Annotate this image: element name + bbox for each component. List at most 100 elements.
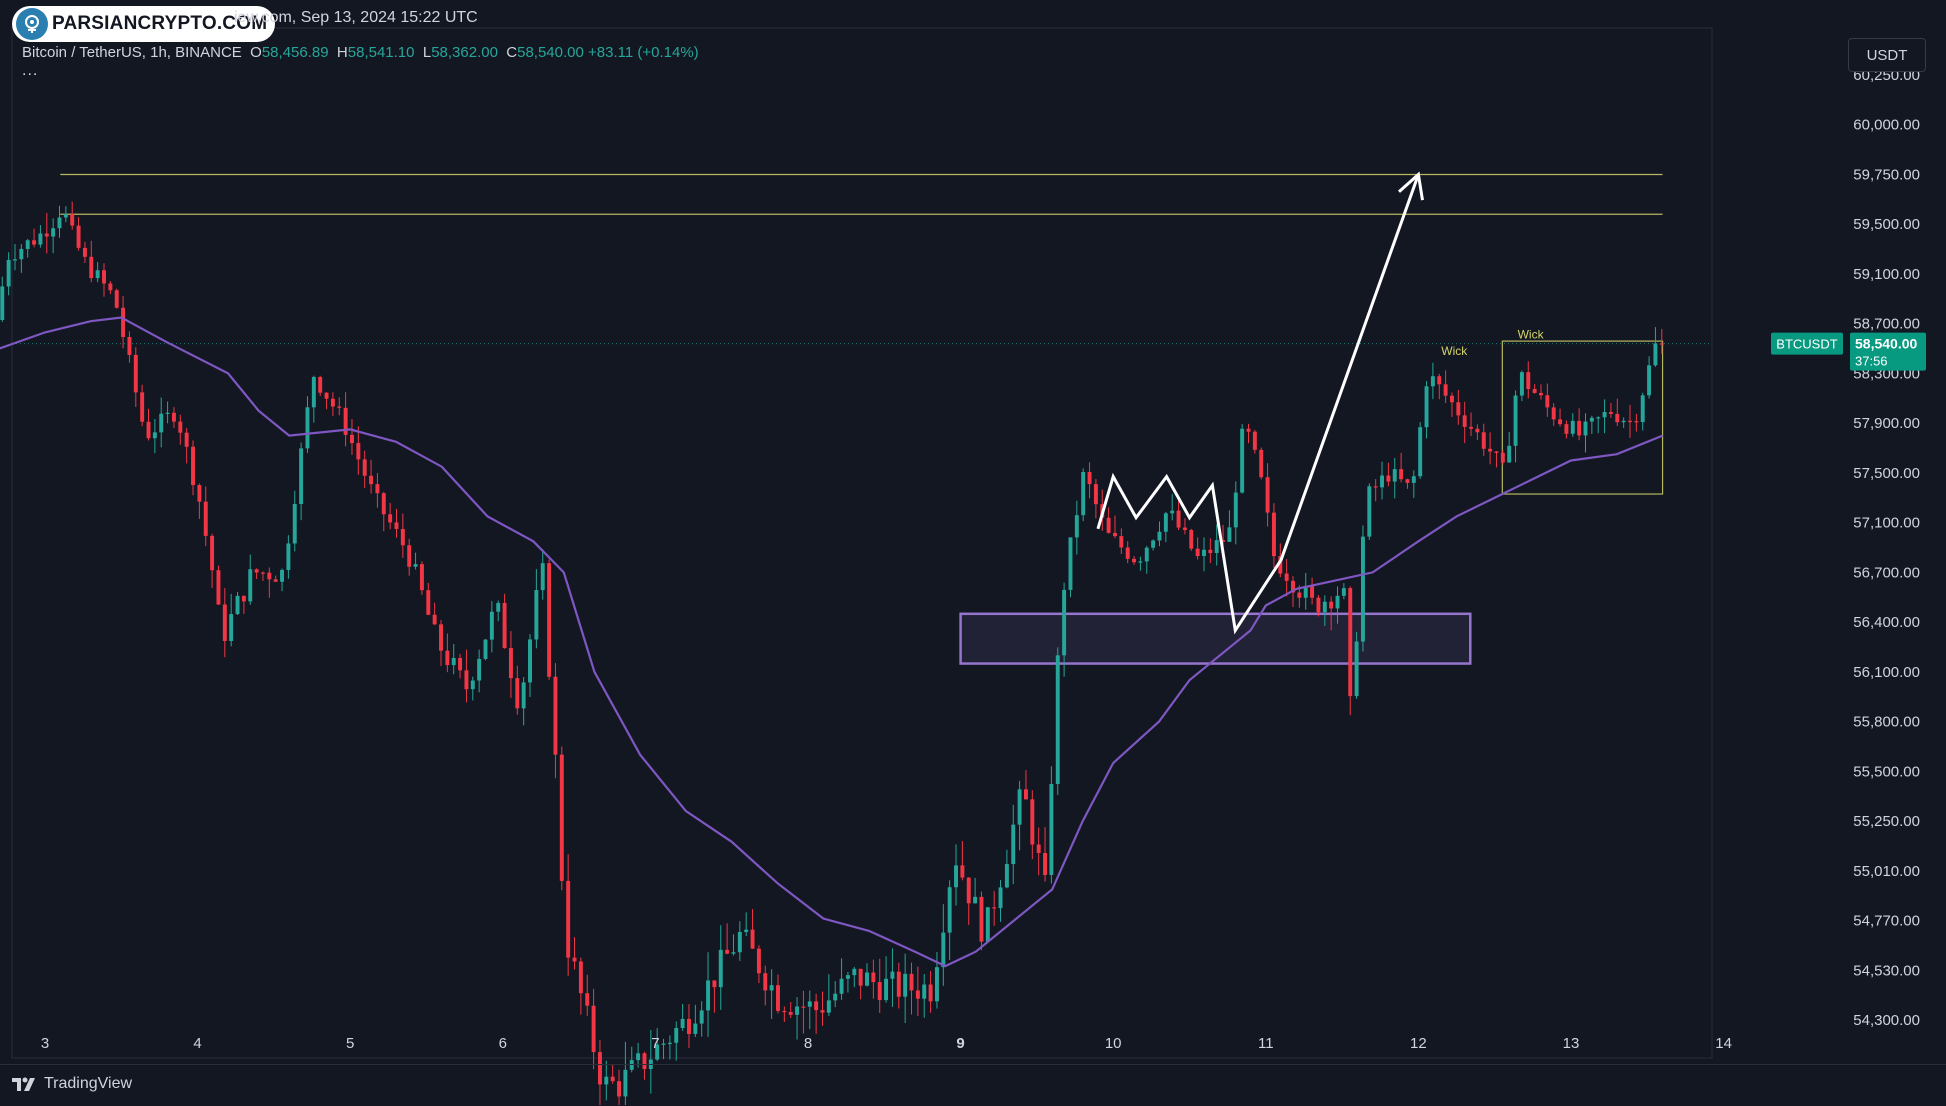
range-box [1501, 340, 1664, 495]
candle-up [311, 376, 316, 408]
candle-up [769, 985, 774, 991]
candle-down [547, 563, 552, 677]
candle-down [330, 398, 335, 407]
candle-down [82, 247, 87, 257]
candle-up [1151, 540, 1156, 548]
candle-up [248, 569, 253, 602]
candle-up [636, 1053, 641, 1061]
candle-down [788, 1011, 793, 1015]
candle-up [941, 932, 946, 968]
candle-up [534, 590, 539, 640]
candle-down [610, 1076, 615, 1082]
candle-down [1475, 428, 1480, 433]
candle-up [706, 980, 711, 1011]
chart-header: PARSIANCRYPTO.COM iew.com, Sep 13, 2024 … [0, 0, 1946, 42]
candle-up [1647, 365, 1652, 396]
more-options-icon[interactable]: ... [22, 62, 39, 79]
currency-button[interactable]: USDT [1848, 38, 1926, 72]
moving-average-line [0, 316, 1664, 968]
y-tick-label: 55,250.00 [1853, 813, 1920, 830]
candle-up [1055, 655, 1060, 785]
candle-up [6, 259, 11, 287]
candle-down [1221, 540, 1226, 542]
y-tick-label: 56,100.00 [1853, 664, 1920, 681]
tradingview-logo[interactable]: TradingView [12, 1075, 132, 1093]
candle-down [896, 971, 901, 997]
candle-up [985, 907, 990, 942]
x-tick-label: 10 [1105, 1035, 1122, 1052]
candle-down [70, 214, 75, 226]
candle-down [585, 993, 590, 1006]
x-tick-label: 3 [41, 1035, 49, 1052]
candle-down [1125, 547, 1130, 559]
candle-down [343, 407, 348, 435]
candle-up [51, 228, 56, 237]
candle-up [1430, 376, 1435, 387]
candle-down [1036, 844, 1041, 853]
y-tick-label: 56,700.00 [1853, 564, 1920, 581]
candle-up [1602, 412, 1607, 418]
candle-down [127, 336, 132, 355]
candle-up [947, 887, 952, 933]
candle-up [1380, 475, 1385, 488]
candle-down [369, 475, 374, 485]
candle-down [419, 564, 424, 591]
candle-up [235, 595, 240, 615]
candle-down [216, 570, 221, 605]
candle-down [362, 459, 367, 476]
y-tick-label: 58,700.00 [1853, 316, 1920, 333]
candle-down [76, 225, 81, 248]
candle-down [1132, 558, 1137, 563]
candle-down [763, 973, 768, 991]
wick-annotation: Wick [1441, 344, 1468, 358]
candle-down [1399, 469, 1404, 480]
candle-down [1545, 395, 1550, 408]
y-tick-label: 57,900.00 [1853, 415, 1920, 432]
footer-bar: TradingView [0, 1064, 1946, 1106]
candle-up [299, 448, 304, 504]
candle-down [102, 270, 106, 284]
candle-up [693, 1023, 698, 1034]
candle-up [1170, 510, 1175, 514]
candle-down [1615, 413, 1620, 423]
candle-down [400, 528, 405, 546]
open-value: 58,456.89 [261, 44, 329, 61]
candle-down [1539, 392, 1543, 396]
symbol-legend[interactable]: Bitcoin / TetherUS, 1h, BINANCE O58,456.… [22, 44, 699, 61]
candle-up [1424, 386, 1429, 428]
candle-down [502, 602, 507, 649]
candle-down [394, 522, 399, 529]
candle-down [210, 535, 215, 571]
candle-up [1507, 445, 1512, 463]
candle-up [451, 657, 456, 666]
candle-down [260, 572, 265, 574]
candle-down [1030, 799, 1035, 845]
candle-down [432, 614, 437, 625]
candle-down [801, 1006, 806, 1008]
candle-up [1062, 589, 1067, 656]
tradingview-icon [12, 1077, 35, 1091]
candle-down [254, 569, 259, 573]
y-tick-label: 56,400.00 [1853, 614, 1920, 631]
candle-down [146, 421, 151, 439]
candle-down [191, 446, 195, 486]
candle-up [922, 984, 927, 999]
candle-down [591, 1005, 596, 1053]
candle-up [1214, 540, 1219, 554]
candle-up [1138, 561, 1143, 563]
high-value: 58,541.10 [347, 44, 415, 61]
candle-down [1189, 530, 1194, 549]
support-zone-layer [959, 340, 1664, 665]
support-zone-box [959, 612, 1472, 665]
candle-down [1558, 419, 1563, 425]
candle-up [1322, 601, 1327, 613]
change-value: +83.11 (+0.14%) [588, 44, 699, 61]
candle-down [1291, 580, 1295, 593]
candle-up [19, 248, 24, 260]
candle-down [508, 648, 513, 679]
candle-up [1049, 784, 1054, 875]
axes: 60,250.0060,000.0059,750.0059,500.0059,1… [41, 67, 1920, 1052]
candle-down [114, 290, 119, 308]
y-tick-label: 57,500.00 [1853, 465, 1920, 482]
